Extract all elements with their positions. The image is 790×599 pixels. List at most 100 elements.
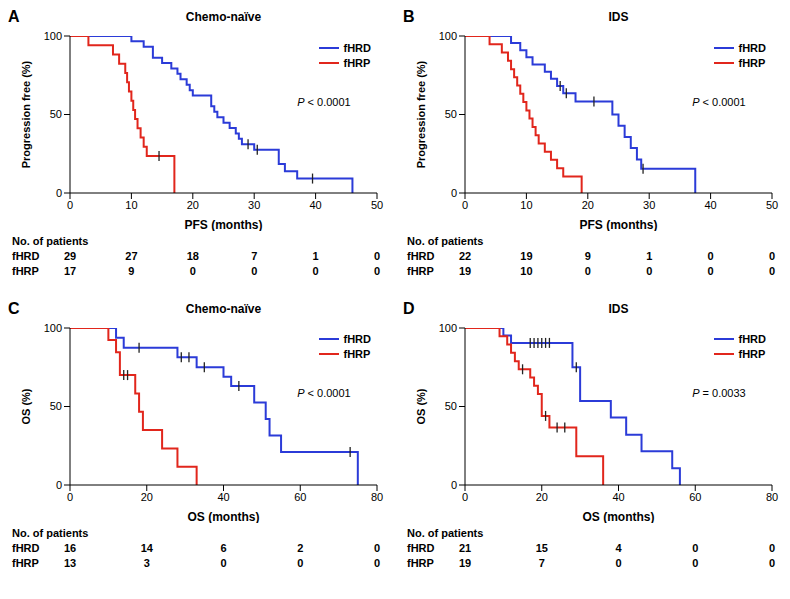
html-text:0: 0 [768, 265, 776, 277]
svg-text:80: 80 [766, 490, 778, 502]
html-text:No. of patients: No. of patients [407, 235, 484, 247]
html-text:P = 0.0033: P = 0.0033 [692, 387, 746, 400]
html-text:1: 1 [312, 250, 319, 262]
html-text:14: 14 [140, 541, 153, 554]
svg-text:OS (%): OS (%) [20, 388, 32, 424]
svg-text:20: 20 [141, 490, 153, 502]
svg-text:0: 0 [451, 478, 457, 490]
svg-text:0: 0 [67, 199, 73, 211]
svg-text:Progression free (%): Progression free (%) [20, 60, 32, 168]
svg-text:20: 20 [582, 199, 594, 211]
html-text:fHRD: fHRD [343, 333, 371, 345]
svg-text:100: 100 [439, 321, 457, 333]
html-text:fHRD: fHRD [343, 41, 371, 54]
svg-text:PFS (months): PFS (months) [185, 218, 263, 231]
html-text:9: 9 [128, 265, 135, 277]
html-text:0: 0 [373, 556, 381, 569]
svg-text:80: 80 [371, 490, 383, 502]
svg-text:0: 0 [56, 478, 62, 490]
html-text:fHRP: fHRP [12, 265, 39, 277]
html-text:19: 19 [458, 556, 472, 569]
html-text:fHRD: fHRD [407, 541, 435, 554]
html-text:No. of patients: No. of patients [12, 526, 89, 539]
svg-text:10: 10 [125, 199, 137, 211]
html-text:fHRD: fHRD [407, 250, 435, 262]
svg-text:Progression free (%): Progression free (%) [415, 60, 427, 168]
svg-text:OS (months): OS (months) [188, 510, 260, 523]
html-text:fHRP: fHRP [407, 556, 434, 569]
html-text:0: 0 [373, 250, 381, 262]
svg-text:30: 30 [248, 199, 260, 211]
html-text:0: 0 [189, 265, 196, 277]
html-text:27: 27 [125, 250, 138, 262]
html-text:P < 0.0001: P < 0.0001 [692, 95, 746, 108]
html-text:13: 13 [63, 556, 77, 569]
svg-text:20: 20 [536, 490, 548, 502]
html-text:0: 0 [768, 556, 776, 569]
svg-text:PFS (months): PFS (months) [580, 218, 658, 231]
html-text:fHRP: fHRP [407, 265, 434, 277]
html-text:0: 0 [373, 541, 381, 554]
svg-text:0: 0 [462, 199, 468, 211]
html-text:fHRP: fHRP [738, 56, 766, 69]
html-text:10: 10 [520, 265, 533, 277]
svg-text:0: 0 [56, 187, 62, 199]
html-text:19: 19 [520, 250, 533, 262]
svg-text:40: 40 [309, 199, 321, 211]
html-text:29: 29 [63, 250, 77, 262]
svg-text:10: 10 [520, 199, 532, 211]
svg-text:50: 50 [50, 108, 62, 120]
html-text:21: 21 [458, 541, 472, 554]
html-text:IDS: IDS [608, 301, 629, 316]
html-text:16: 16 [63, 541, 77, 554]
html-text:fHRP: fHRP [12, 556, 39, 569]
html-text:B: B [403, 8, 415, 25]
svg-text:OS (%): OS (%) [415, 388, 427, 424]
svg-text:60: 60 [294, 490, 306, 502]
html-text:fHRD: fHRD [738, 333, 766, 345]
svg-text:20: 20 [187, 199, 199, 211]
svg-text:60: 60 [689, 490, 701, 502]
svg-text:50: 50 [50, 400, 62, 412]
html-text:fHRD: fHRD [12, 541, 40, 554]
svg-text:OS (months): OS (months) [583, 510, 655, 523]
html-text:17: 17 [63, 265, 77, 277]
html-text:19: 19 [458, 265, 472, 277]
svg-text:100: 100 [44, 321, 62, 333]
html-text:C: C [8, 299, 20, 317]
html-text:Chemo-naïve: Chemo-naïve [185, 301, 262, 316]
html-text:0: 0 [768, 541, 776, 554]
svg-text:40: 40 [704, 199, 716, 211]
svg-text:0: 0 [462, 490, 468, 502]
html-text:A: A [8, 8, 20, 25]
html-text:7: 7 [251, 250, 258, 262]
html-text:P < 0.0001: P < 0.0001 [297, 387, 351, 400]
svg-text:100: 100 [44, 30, 62, 42]
svg-text:40: 40 [612, 490, 624, 502]
svg-text:50: 50 [766, 199, 778, 211]
html-text:0: 0 [768, 250, 776, 262]
html-text:fHRD: fHRD [738, 41, 766, 54]
html-text:No. of patients: No. of patients [12, 235, 89, 247]
html-text:22: 22 [458, 250, 472, 262]
svg-text:0: 0 [67, 490, 73, 502]
html-text:fHRP: fHRP [738, 348, 766, 360]
html-text:fHRD: fHRD [12, 250, 40, 262]
svg-text:50: 50 [445, 400, 457, 412]
html-text:fHRP: fHRP [343, 348, 371, 360]
html-text:No. of patients: No. of patients [407, 526, 484, 539]
html-text:P < 0.0001: P < 0.0001 [297, 95, 351, 108]
svg-text:50: 50 [371, 199, 383, 211]
html-text:15: 15 [535, 541, 548, 554]
svg-text:0: 0 [451, 187, 457, 199]
svg-text:40: 40 [217, 490, 229, 502]
html-text:0: 0 [373, 265, 381, 277]
html-text:D: D [403, 299, 415, 317]
svg-text:30: 30 [643, 199, 655, 211]
svg-text:50: 50 [445, 108, 457, 120]
html-text:Chemo-naïve: Chemo-naïve [185, 10, 262, 24]
html-text:fHRP: fHRP [343, 56, 371, 69]
html-text:18: 18 [186, 250, 199, 262]
svg-text:100: 100 [439, 30, 457, 42]
html-text:IDS: IDS [608, 10, 629, 24]
